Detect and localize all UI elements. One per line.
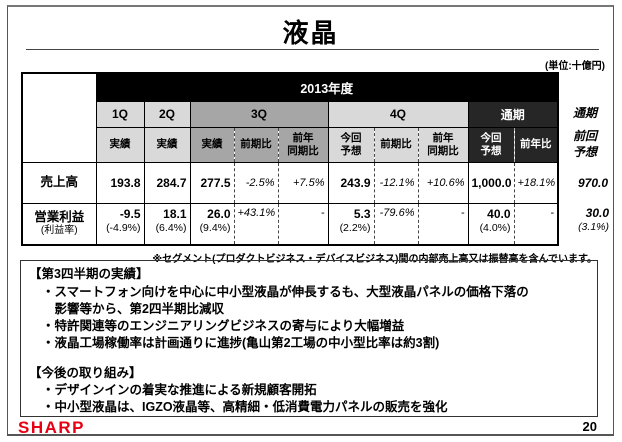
header-2q: 2Q [143, 100, 190, 127]
oi-3q-rate: (9.4%) [199, 221, 231, 234]
oi-1q-value: -9.5 [119, 206, 141, 221]
sales-4q-forecast: 243.9 [327, 161, 374, 203]
sales-3q-actual: 277.5 [189, 161, 234, 203]
bullet-item: ・特許関連等のエンジニアリングビジネスの寄与により大幅増益 [42, 318, 405, 333]
oi-3q-qoq: +43.1% [233, 202, 278, 246]
oi-2q-rate: (6.4%) [155, 221, 187, 234]
oi-4q-forecast: 5.3 (2.2%) [327, 202, 374, 246]
header-row-sub: 実績 実績 実績 前期比 前年 同期比 今回 予想 前期比 前年 同期比 今回 … [22, 126, 612, 162]
oi-fy-value: 40.0 [487, 206, 511, 221]
page-title: 液晶 [282, 18, 339, 48]
sales-fy-forecast: 1,000.0 [467, 161, 514, 203]
oi-3q-actual: 26.0 (9.4%) [189, 202, 234, 246]
commentary-box: 【第3四半期の実績】 ・スマートフォン向けを中心に中小型液晶が伸長するも、大型液… [20, 260, 598, 417]
sales-fy-yoy: +18.1% [513, 161, 559, 203]
sales-4q-yoy: +10.6% [417, 161, 468, 203]
oi-fy-rate: (4.0%) [479, 221, 511, 234]
bullet-item: ・デザインインの着実な推進による新規顧客開拓 [42, 383, 317, 397]
sales-3q-qoq: -2.5% [233, 161, 278, 203]
section-gap [29, 352, 589, 365]
oi-fy-prev-value: 30.0 [585, 206, 609, 220]
subheader-2q-actual: 実績 [143, 126, 190, 162]
row-label-sales: 売上高 [21, 161, 96, 203]
oi-4q-qoq: -79.6% [373, 202, 418, 246]
subheader-1q-actual: 実績 [95, 126, 144, 162]
header-row-quarters: 1Q 2Q 3Q 4Q 通期 通期 [22, 100, 612, 127]
header-4q: 4Q [327, 100, 468, 127]
results-table: 2013年度 1Q 2Q 3Q 4Q 通期 通期 実績 実績 実績 前期比 前年… [21, 72, 613, 246]
header-fy: 通期 [467, 100, 559, 127]
row-label-operating-income: 営業利益 (利益率) [21, 202, 96, 246]
oi-1q-rate: (-4.9%) [106, 221, 141, 234]
bullet-item: ・スマートフォン向けを中心に中小型液晶が伸長するも、大型液晶パネルの価格下落の … [42, 284, 529, 316]
outside-header-prev: 前回 予想 [558, 127, 612, 162]
oi-fy-prev: 30.0 (3.1%) [558, 203, 612, 245]
header-3q: 3Q [189, 100, 328, 127]
oi-1q: -9.5 (-4.9%) [95, 202, 144, 246]
header-row-year: 2013年度 [21, 72, 612, 162]
page-number: 20 [582, 419, 597, 434]
header-1q: 1Q [95, 100, 144, 127]
oi-fy-yoy: - [513, 202, 559, 246]
subheader-fy-yoy: 前年比 [513, 126, 559, 162]
row-operating-income: 営業利益 (利益率) -9.5 (-4.9%) 18.1 (6.4%) 26.0… [21, 202, 612, 246]
oi-2q-value: 18.1 [163, 206, 187, 221]
operating-income-label: 営業利益 [34, 209, 85, 224]
oi-4q-rate: (2.2%) [339, 221, 371, 234]
oi-fy-prev-rate: (3.1%) [578, 221, 609, 233]
operating-income-sublabel: (利益率) [40, 225, 78, 237]
sales-2q: 284.7 [143, 161, 190, 203]
oi-3q-value: 26.0 [207, 206, 231, 221]
subheader-4q-forecast: 今回 予想 [327, 126, 374, 162]
results-table-wrap: 2013年度 1Q 2Q 3Q 4Q 通期 通期 実績 実績 実績 前期比 前年… [21, 72, 613, 246]
sales-1q: 193.8 [95, 161, 144, 203]
segment-note: ※セグメント(プロダクトビジネス・デバイスビジネス)間の内部売上高又は振替高を含… [152, 254, 597, 265]
corner-cell [21, 72, 96, 162]
sales-fy-prev: 970.0 [558, 162, 612, 203]
oi-fy-forecast: 40.0 (4.0%) [467, 202, 514, 246]
subheader-4q-yoy: 前年 同期比 [417, 126, 468, 162]
section-heading-future-initiatives: 【今後の取り組み】 [29, 365, 142, 380]
unit-label: (単位:十億円) [545, 61, 605, 72]
bullet-item: ・中小型液晶は、IGZO液晶等、高精細・低消費電力パネルの販売を強化 [42, 400, 448, 414]
subheader-fy-forecast: 今回 予想 [467, 126, 514, 162]
oi-2q: 18.1 (6.4%) [143, 202, 190, 246]
year-header: 2013年度 [95, 72, 559, 101]
sharp-logo: SHARP [18, 418, 86, 437]
bullet-item: ・液晶工場稼働率は計画通りに進捗(亀山第2工場の中小型比率は約3割) [42, 335, 440, 350]
slide: 液晶 (単位:十億円) 2013年度 1Q 2Q 3Q 4Q 通期 通期 [7, 5, 614, 437]
sales-3q-yoy: +7.5% [277, 161, 328, 203]
outside-header-fy: 通期 [558, 101, 612, 127]
oi-4q-yoy: - [417, 202, 468, 246]
subheader-3q-yoy: 前年 同期比 [277, 126, 328, 162]
subheader-3q-actual: 実績 [189, 126, 234, 162]
section-heading-q3-results: 【第3四半期の実績】 [29, 267, 149, 281]
row-sales: 売上高 193.8 284.7 277.5 -2.5% +7.5% 243.9 … [21, 161, 612, 203]
oi-4q-value: 5.3 [353, 206, 371, 221]
subheader-4q-qoq: 前期比 [373, 126, 418, 162]
subheader-3q-qoq: 前期比 [233, 126, 278, 162]
sales-4q-qoq: -12.1% [373, 161, 418, 203]
title-underline [26, 49, 599, 50]
outside-spacer [558, 73, 612, 101]
oi-3q-yoy: - [277, 202, 328, 246]
